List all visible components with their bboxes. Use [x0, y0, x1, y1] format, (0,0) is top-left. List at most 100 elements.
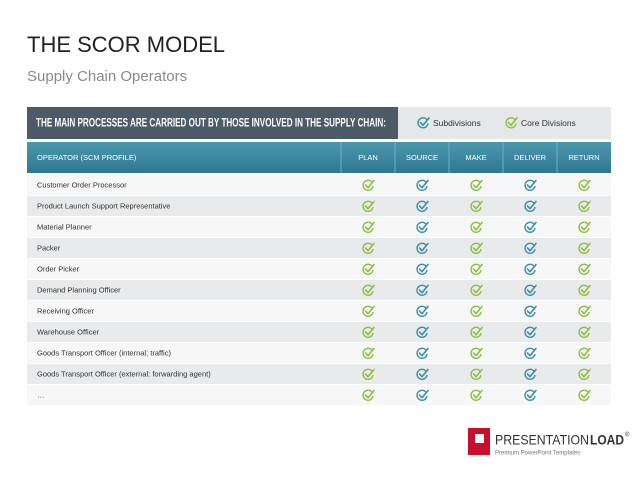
check-icon [362, 284, 374, 296]
check-icon [526, 347, 537, 357]
check-icon [526, 242, 537, 252]
column-header: DELIVER [514, 153, 547, 162]
check-icon [472, 305, 483, 315]
check-icon [524, 347, 536, 359]
check-icon [472, 242, 483, 252]
table-row [27, 175, 611, 195]
check-icon [524, 326, 536, 338]
check-icon [526, 368, 537, 378]
check-icon [580, 326, 591, 336]
check-icon [418, 305, 429, 315]
check-icon [416, 368, 428, 380]
check-icon [416, 263, 428, 275]
legend-bg [398, 107, 611, 139]
table-header [27, 142, 611, 173]
table-row [27, 301, 611, 321]
check-icon [580, 242, 591, 252]
check-icon [416, 326, 428, 338]
check-icon [470, 368, 482, 380]
check-icon [362, 263, 374, 275]
check-icon [470, 389, 482, 401]
check-icon [526, 221, 537, 231]
check-icon [472, 221, 483, 231]
check-icon [364, 389, 375, 399]
check-icon [507, 117, 518, 126]
check-icon [470, 200, 482, 212]
check-icon [524, 263, 536, 275]
check-icon [524, 242, 536, 254]
check-icon [362, 347, 374, 359]
table: OPERATOR (SCM PROFILE) PLAN SOURCE MAKE DELI… [27, 142, 611, 405]
row-label: Customer Order Processor [37, 180, 127, 189]
check-icon [470, 284, 482, 296]
check-icon [418, 263, 429, 273]
row-label: Material Planner [37, 222, 92, 231]
title: THE SCOR MODEL [27, 32, 225, 57]
check-icon [524, 305, 536, 317]
banner-bg [27, 107, 398, 139]
check-icon [524, 221, 536, 233]
check-icon [472, 326, 483, 336]
check-icon [364, 263, 375, 273]
table-row [27, 385, 611, 405]
column-header: RETURN [568, 153, 599, 162]
check-icon [416, 242, 428, 254]
check-icon [580, 305, 591, 315]
check-icon [578, 284, 590, 296]
check-icon [472, 200, 483, 210]
row-label: Packer [37, 243, 61, 252]
column-header: OPERATOR (SCM PROFILE) [37, 153, 137, 162]
check-icon [578, 368, 590, 380]
check-icon [418, 284, 429, 294]
check-icon [362, 179, 374, 191]
brand: PRESENTATION [495, 432, 589, 448]
check-icon [362, 305, 374, 317]
check-icon [364, 305, 375, 315]
check-icon [364, 200, 375, 210]
check-icon [362, 389, 374, 401]
check-icon [526, 284, 537, 294]
check-icon [472, 179, 483, 189]
check-icon [578, 200, 590, 212]
check-icon [470, 326, 482, 338]
check-icon [526, 305, 537, 315]
legend-label: Core Divisions [521, 118, 576, 128]
check-icon [470, 242, 482, 254]
check-icon [364, 221, 375, 231]
check-icon [470, 221, 482, 233]
check-icon [526, 263, 537, 273]
check-icon [417, 117, 429, 129]
check-icon [418, 326, 429, 336]
check-icon [419, 117, 430, 126]
tagline: Premium PowerPoint Templates [495, 451, 580, 457]
check-icon [364, 284, 375, 294]
row-label: Goods Transport Officer (external: forwa… [37, 369, 211, 378]
check-icon [364, 242, 375, 252]
row-label: Product Launch Support Representative [37, 201, 170, 210]
check-icon [578, 389, 590, 401]
check-icon [580, 347, 591, 357]
table-row [27, 343, 611, 363]
check-icon [524, 368, 536, 380]
check-icon [472, 368, 483, 378]
column-header: MAKE [465, 153, 486, 162]
table-row [27, 259, 611, 279]
banner-text: THE MAIN PROCESSES ARE CARRIED OUT BY TH… [36, 118, 386, 130]
check-icon [364, 326, 375, 336]
legend-label: Subdivisions [433, 118, 481, 128]
check-icon [578, 221, 590, 233]
table-row [27, 196, 611, 216]
check-icon [418, 242, 429, 252]
check-icon [470, 305, 482, 317]
check-icon [362, 200, 374, 212]
check-icon [524, 200, 536, 212]
check-icon [578, 347, 590, 359]
check-icon [418, 200, 429, 210]
check-icon [418, 221, 429, 231]
logo-icon-hole [475, 434, 484, 443]
check-icon [364, 368, 375, 378]
row-label: Receiving Officer [37, 306, 94, 315]
row-label: Order Picker [37, 264, 80, 273]
